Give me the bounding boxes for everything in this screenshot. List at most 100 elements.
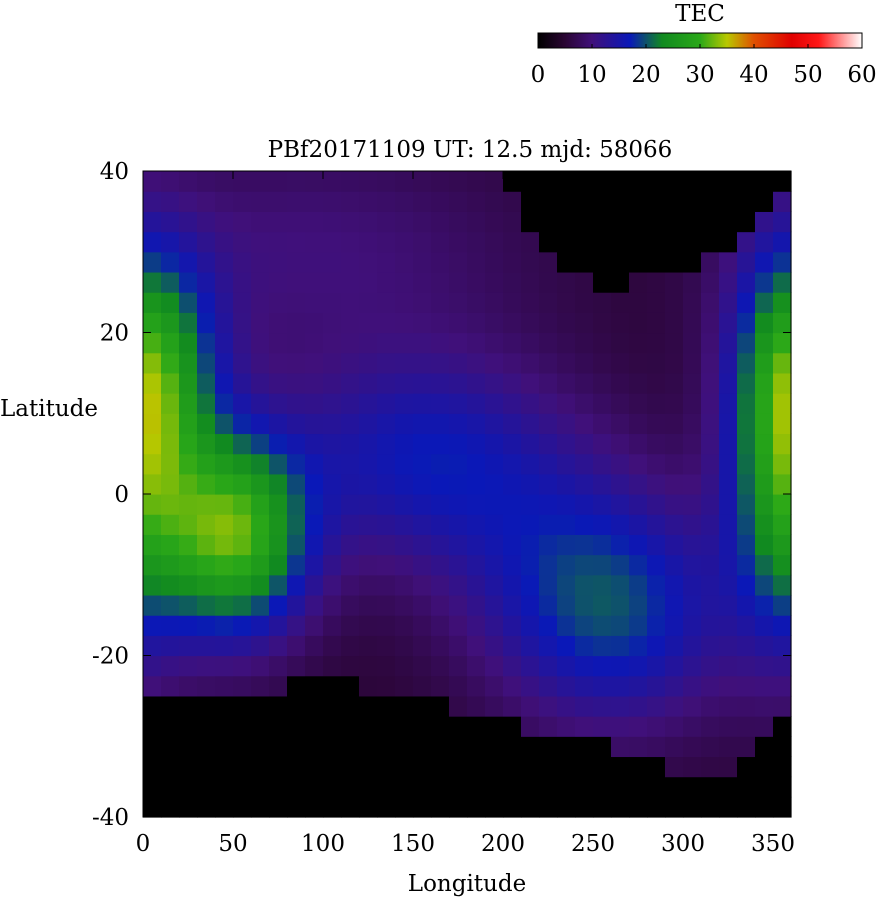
- heatmap-cell: [215, 191, 234, 212]
- heatmap-cell: [539, 736, 558, 758]
- heatmap-cell: [233, 796, 252, 818]
- heatmap-cell: [521, 635, 540, 657]
- heatmap-cell: [773, 292, 792, 313]
- x-tick-label: 350: [751, 831, 795, 857]
- heatmap-cell: [395, 211, 414, 233]
- heatmap-cell: [305, 514, 324, 535]
- heatmap-cell: [395, 494, 414, 515]
- heatmap-cell: [233, 514, 252, 535]
- heatmap-cell: [305, 675, 324, 697]
- heatmap-cell: [611, 372, 630, 394]
- heatmap-cell: [359, 534, 378, 556]
- heatmap-cell: [611, 453, 630, 475]
- heatmap-cell: [719, 312, 738, 334]
- heatmap-cell: [557, 574, 576, 596]
- heatmap-cell: [305, 352, 324, 374]
- heatmap-cell: [467, 695, 486, 717]
- heatmap-cell: [755, 231, 774, 253]
- heatmap-cell: [395, 372, 414, 394]
- heatmap-cell: [593, 756, 612, 778]
- heatmap-cell: [161, 372, 180, 394]
- heatmap-cell: [269, 271, 288, 293]
- heatmap-cell: [215, 211, 234, 233]
- heatmap-cell: [359, 554, 378, 576]
- heatmap-cell: [341, 413, 360, 435]
- heatmap-cell: [359, 695, 378, 717]
- heatmap-cell: [395, 796, 414, 818]
- heatmap-cell: [161, 554, 180, 576]
- heatmap-cell: [575, 352, 594, 374]
- heatmap-cell: [215, 796, 234, 818]
- heatmap-cell: [503, 494, 522, 515]
- heatmap-cell: [593, 433, 612, 455]
- heatmap-cell: [611, 393, 630, 414]
- heatmap-cell: [683, 534, 702, 556]
- heatmap-cell: [377, 171, 396, 192]
- heatmap-cell: [575, 514, 594, 535]
- heatmap-cell: [269, 514, 288, 535]
- heatmap-cell: [161, 534, 180, 556]
- heatmap-cell: [647, 615, 666, 636]
- heatmap-cell: [431, 635, 450, 657]
- heatmap-cell: [737, 191, 756, 212]
- heatmap-cell: [467, 675, 486, 697]
- heatmap-cell: [503, 655, 522, 677]
- heatmap-cell: [395, 675, 414, 697]
- heatmap-cell: [773, 594, 792, 616]
- heatmap-cell: [197, 796, 216, 818]
- heatmap-cell: [197, 776, 216, 798]
- heatmap-cell: [143, 655, 162, 677]
- heatmap-cell: [449, 615, 468, 636]
- heatmap-cell: [755, 494, 774, 515]
- heatmap-cell: [503, 433, 522, 455]
- heatmap-cell: [305, 271, 324, 293]
- heatmap-cell: [449, 332, 468, 354]
- heatmap-cell: [197, 332, 216, 354]
- heatmap-cell: [539, 534, 558, 556]
- heatmap-cell: [467, 534, 486, 556]
- heatmap-cell: [521, 675, 540, 697]
- heatmap-cell: [575, 372, 594, 394]
- heatmap-cell: [701, 352, 720, 374]
- heatmap-cell: [233, 251, 252, 273]
- heatmap-cell: [485, 453, 504, 475]
- heatmap-cell: [269, 594, 288, 616]
- heatmap-cell: [287, 796, 306, 818]
- heatmap-cell: [611, 171, 630, 192]
- heatmap-cell: [503, 312, 522, 334]
- heatmap-cell: [557, 756, 576, 778]
- heatmap-cell: [575, 534, 594, 556]
- heatmap-cell: [305, 695, 324, 717]
- heatmap-cell: [305, 191, 324, 212]
- heatmap-cell: [629, 635, 648, 657]
- heatmap-cell: [719, 716, 738, 737]
- heatmap-cell: [233, 675, 252, 697]
- heatmap-cell: [287, 655, 306, 677]
- heatmap-cell: [305, 635, 324, 657]
- heatmap-cell: [341, 635, 360, 657]
- heatmap-cell: [521, 594, 540, 616]
- heatmap-cell: [719, 655, 738, 677]
- heatmap-cell: [431, 453, 450, 475]
- heatmap-cell: [287, 251, 306, 273]
- heatmap-cell: [719, 594, 738, 616]
- heatmap-cell: [485, 776, 504, 798]
- heatmap-cell: [305, 776, 324, 798]
- heatmap-cell: [521, 191, 540, 212]
- heatmap-cell: [467, 615, 486, 636]
- heatmap-cell: [575, 675, 594, 697]
- heatmap-cell: [197, 716, 216, 737]
- heatmap-cell: [341, 453, 360, 475]
- heatmap-cell: [521, 292, 540, 313]
- heatmap-cell: [719, 675, 738, 697]
- heatmap-cell: [215, 251, 234, 273]
- heatmap-cell: [485, 312, 504, 334]
- heatmap-cell: [161, 251, 180, 273]
- heatmap-cell: [197, 635, 216, 657]
- heatmap-cell: [251, 211, 270, 233]
- heatmap-cell: [197, 292, 216, 313]
- heatmap-cell: [413, 292, 432, 313]
- x-axis-ticks: 0 50 100 150 200 250 300 350: [136, 171, 795, 857]
- heatmap-cell: [593, 534, 612, 556]
- heatmap-cell: [521, 494, 540, 515]
